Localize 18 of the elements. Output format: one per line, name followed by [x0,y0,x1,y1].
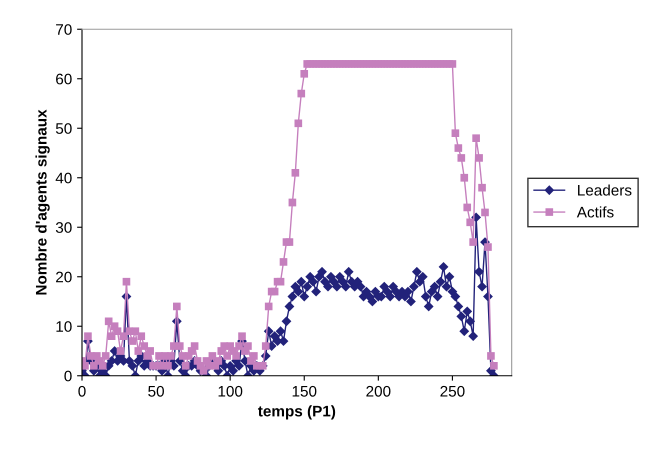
y-axis-title: Nombre d'agents signaux [35,110,50,295]
y-tick-label: 50 [56,123,72,134]
y-tick-label: 30 [56,222,72,233]
y-tick-label: 10 [56,321,72,332]
x-tick-label: 250 [440,386,465,397]
y-tick-label: 40 [56,172,72,184]
y-tick-label: 0 [64,370,72,382]
x-tick-label: 100 [218,386,242,397]
legend-label: Actifs [576,206,614,218]
y-tick-label: 20 [56,272,72,282]
y-tick-label: 60 [56,74,72,84]
x-tick-label: 0 [78,386,86,397]
y-tick-label: 70 [56,24,72,35]
x-tick-label: 150 [292,386,316,397]
legend-label: Leaders [578,184,632,196]
x-tick-label: 200 [366,386,390,397]
x-tick-label: 50 [148,386,164,397]
x-axis-title: temps (P1) [258,405,336,420]
